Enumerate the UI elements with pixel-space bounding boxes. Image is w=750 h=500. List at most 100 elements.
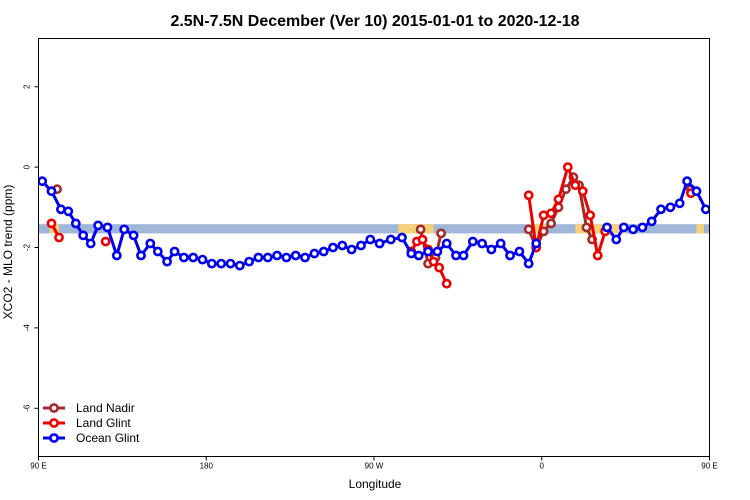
data-point — [523, 190, 534, 201]
y-axis: 2 0 -2 -4 -6 — [23, 84, 39, 412]
data-point — [46, 186, 57, 197]
data-point — [728, 234, 735, 241]
data-point — [646, 216, 657, 227]
x-tick-label: 90 E — [701, 462, 717, 471]
data-point — [152, 246, 163, 257]
x-tick-label: 90 W — [365, 462, 384, 471]
data-point — [592, 250, 603, 261]
data-point — [523, 224, 534, 235]
series-line — [605, 179, 710, 241]
data-point — [365, 234, 376, 245]
data-point — [102, 222, 113, 233]
data-point — [46, 218, 57, 229]
y-tick-label: -2 — [23, 243, 32, 251]
data-point — [562, 162, 573, 172]
data-point — [206, 258, 217, 269]
data-point — [93, 220, 103, 231]
data-point — [244, 256, 254, 267]
data-point — [611, 234, 622, 245]
data-point — [486, 244, 497, 255]
data-point — [309, 248, 320, 259]
x-tick-label: 90 E — [30, 462, 46, 471]
legend-label: Land Nadir — [76, 401, 135, 415]
y-tick-label: -4 — [23, 324, 32, 332]
data-point — [618, 222, 629, 233]
data-point — [665, 202, 676, 213]
x-tick-label: 0 — [540, 462, 545, 471]
data-point — [63, 206, 74, 217]
data-point — [100, 236, 111, 247]
data-point — [385, 234, 396, 245]
data-point — [216, 258, 227, 269]
data-point — [682, 176, 692, 187]
data-point — [441, 238, 452, 249]
data-point — [262, 252, 273, 263]
data-point — [741, 222, 748, 229]
data-point — [111, 250, 122, 261]
data-point — [717, 220, 724, 227]
y-tick-label: 2 — [23, 84, 32, 89]
highlight-band-4 — [696, 224, 704, 234]
data-point — [406, 248, 417, 259]
data-point — [451, 250, 461, 261]
legend-swatch-marker — [49, 403, 59, 413]
x-tick-label: 180 — [200, 462, 214, 471]
data-point — [602, 222, 612, 233]
chart-title: 2.5N-7.5N December (Ver 10) 2015-01-01 t… — [170, 13, 579, 30]
data-point — [725, 232, 732, 239]
legend-swatch-marker — [49, 418, 59, 428]
data-point — [413, 250, 424, 261]
data-point — [85, 238, 96, 249]
data-point — [328, 242, 338, 253]
y-axis-label: XCO2 - MLO trend (ppm) — [1, 185, 15, 320]
legend-item: Ocean Glint — [43, 431, 140, 445]
y-tick-label: -6 — [23, 404, 32, 412]
data-point — [178, 252, 189, 263]
data-point — [656, 204, 666, 215]
data-point — [728, 186, 735, 193]
data-point — [145, 238, 156, 249]
data-point — [281, 252, 292, 263]
data-point — [197, 254, 208, 265]
data-point — [721, 220, 728, 227]
data-point — [458, 250, 469, 261]
data-point — [428, 256, 439, 267]
legend-item: Land Glint — [43, 416, 131, 430]
x-axis-label: Longitude — [349, 477, 402, 491]
legend-item: Land Nadir — [43, 401, 135, 415]
data-point — [708, 208, 710, 215]
data-point — [415, 224, 426, 235]
legend-label: Land Glint — [76, 416, 131, 430]
data-point — [253, 252, 264, 263]
data-point — [136, 250, 146, 261]
data-point — [628, 224, 638, 235]
data-point — [436, 228, 446, 239]
legend-swatch-marker — [49, 433, 59, 443]
data-point — [553, 194, 564, 205]
series-line — [724, 223, 732, 237]
highlight-band-2 — [532, 224, 546, 234]
legend-label: Ocean Glint — [76, 431, 140, 445]
data-point — [531, 238, 542, 249]
x-axis: 90 E 180 90 W 0 90 E — [30, 456, 718, 471]
data-point — [54, 232, 64, 243]
data-point — [169, 246, 180, 257]
data-point — [119, 224, 130, 235]
data-point — [477, 238, 487, 249]
data-point — [128, 230, 139, 241]
data-point — [441, 278, 452, 289]
data-point — [300, 252, 310, 263]
data-point — [732, 240, 739, 247]
data-point — [467, 236, 478, 247]
data-point — [514, 246, 525, 257]
data-point — [495, 238, 506, 249]
data-point — [234, 260, 245, 271]
data-point — [38, 176, 48, 187]
data-point — [337, 240, 348, 251]
data-point — [434, 262, 445, 273]
data-point — [346, 244, 357, 255]
data-point — [577, 186, 588, 197]
data-point — [637, 222, 648, 233]
